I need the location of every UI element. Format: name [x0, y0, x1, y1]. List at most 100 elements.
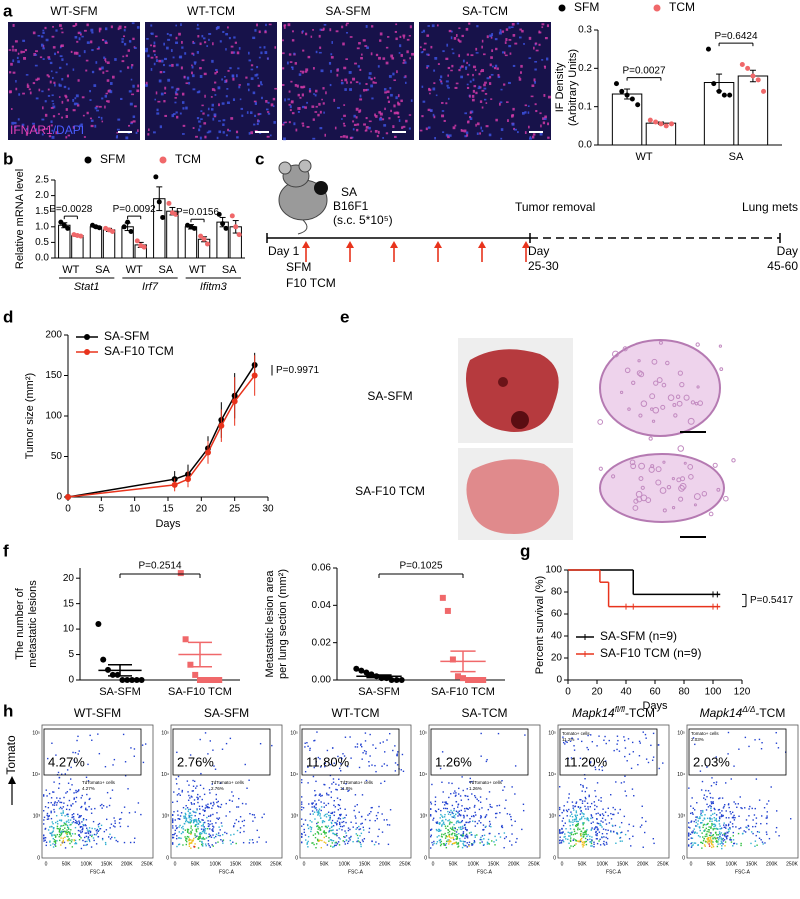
event-dot — [326, 794, 328, 796]
event-dot — [187, 836, 190, 838]
event-dot — [314, 818, 316, 820]
event-dot — [178, 793, 180, 795]
event-dot — [715, 819, 717, 821]
texture-dot — [197, 35, 200, 38]
event-dot — [511, 786, 513, 788]
event-dot — [775, 742, 778, 744]
texture-dot — [50, 107, 54, 109]
event-dot — [605, 836, 607, 839]
event-dot — [509, 813, 511, 816]
texture-dot — [106, 61, 110, 65]
texture-dot — [448, 29, 452, 33]
event-dot — [584, 796, 587, 799]
event-dot — [82, 827, 84, 829]
texture-dot — [330, 53, 333, 56]
event-dot — [444, 825, 447, 827]
event-dot — [198, 836, 200, 838]
event-dot — [623, 736, 625, 738]
event-dot — [717, 843, 719, 845]
event-dot — [702, 809, 704, 812]
texture-dot — [51, 94, 54, 97]
texture-dot — [229, 67, 232, 70]
texture-dot — [388, 117, 391, 120]
event-dot — [78, 821, 81, 824]
event-dot — [440, 843, 443, 845]
event-dot — [603, 739, 605, 741]
event-dot — [712, 813, 714, 815]
event-dot — [213, 837, 216, 839]
event-dot — [68, 838, 70, 840]
event-dot — [720, 828, 722, 830]
y-tick-label: 1.0 — [35, 221, 49, 232]
event-dot — [200, 833, 203, 835]
texture-dot — [343, 124, 346, 127]
event-dot — [53, 834, 55, 836]
event-dot — [559, 832, 561, 835]
flow-y-tick: 10⁴ — [32, 772, 40, 778]
event-dot — [62, 811, 64, 814]
texture-dot — [22, 50, 25, 53]
texture-dot — [98, 29, 101, 33]
texture-dot — [231, 74, 234, 78]
event-dot — [57, 828, 59, 830]
event-dot — [326, 844, 329, 846]
event-dot — [480, 732, 482, 735]
event-dot — [205, 837, 208, 839]
event-dot — [239, 827, 242, 829]
event-dot — [559, 814, 561, 817]
texture-dot — [337, 106, 340, 109]
event-dot — [190, 802, 193, 804]
event-dot — [581, 816, 583, 818]
event-dot — [357, 837, 359, 839]
event-dot — [336, 789, 338, 791]
flow-y-tick: 0 — [682, 855, 685, 861]
event-dot — [608, 739, 610, 742]
event-dot — [62, 837, 64, 840]
texture-dot — [495, 47, 498, 51]
event-dot — [193, 819, 196, 821]
texture-dot — [98, 27, 102, 31]
event-dot — [204, 732, 207, 734]
event-dot — [579, 839, 582, 842]
event-dot — [345, 814, 348, 816]
texture-dot — [172, 56, 175, 59]
event-dot — [58, 787, 60, 789]
event-dot — [582, 846, 584, 848]
event-dot — [202, 823, 204, 826]
event-dot — [476, 822, 479, 825]
y-tick-label: 0 — [68, 675, 74, 686]
event-dot — [569, 840, 572, 842]
event-dot — [460, 834, 463, 836]
texture-dot — [186, 76, 190, 80]
histology-texture — [672, 402, 677, 407]
texture-dot — [15, 87, 18, 91]
data-point — [711, 81, 717, 87]
event-dot — [457, 803, 460, 805]
event-dot — [345, 839, 348, 841]
event-dot — [354, 794, 357, 796]
event-dot — [208, 835, 211, 838]
event-dot — [80, 805, 83, 808]
event-dot — [584, 790, 587, 793]
gate-percent: 2.03% — [691, 737, 704, 742]
texture-dot — [196, 23, 199, 27]
event-dot — [575, 816, 578, 819]
event-dot — [217, 818, 220, 820]
event-dot — [356, 834, 359, 837]
texture-dot — [247, 88, 250, 92]
event-dot — [430, 835, 432, 838]
event-dot — [62, 824, 65, 827]
texture-dot — [319, 46, 322, 49]
texture-dot — [547, 136, 550, 139]
event-dot — [106, 806, 108, 808]
histology-texture — [638, 371, 645, 378]
event-dot — [602, 843, 605, 845]
event-dot — [695, 821, 697, 824]
event-dot — [396, 753, 398, 755]
texture-dot — [55, 71, 58, 74]
event-dot — [252, 820, 254, 822]
event-dot — [596, 805, 598, 808]
event-dot — [188, 832, 190, 834]
texture-dot — [258, 30, 261, 34]
texture-dot — [356, 123, 360, 126]
